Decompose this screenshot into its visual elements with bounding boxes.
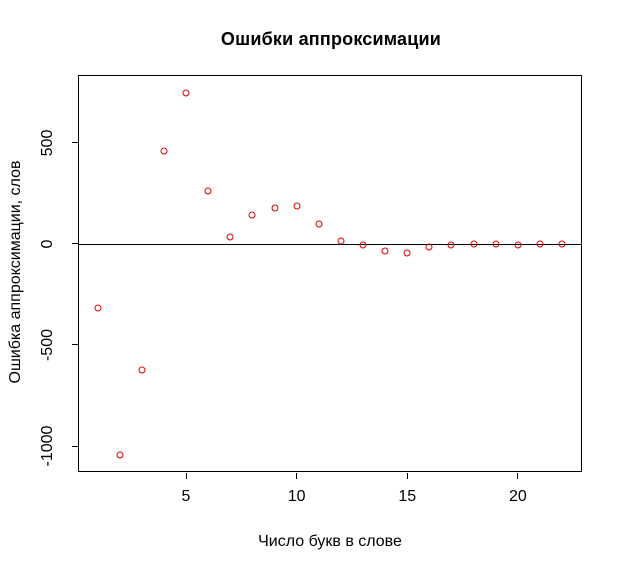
data-point	[248, 211, 256, 219]
data-point	[514, 241, 522, 249]
data-point	[204, 187, 212, 195]
x-tick	[517, 472, 519, 479]
y-tick-label: 0	[39, 239, 56, 249]
data-point	[138, 366, 146, 374]
x-tick-label: 15	[398, 488, 417, 505]
x-axis-label: Число букв в слове	[258, 533, 402, 550]
data-point	[447, 241, 455, 249]
data-point	[359, 241, 367, 249]
data-point	[337, 237, 345, 245]
x-tick-label: 10	[287, 488, 306, 505]
data-point	[470, 240, 478, 248]
data-point	[94, 304, 102, 312]
y-tick	[72, 142, 78, 144]
x-tick	[185, 472, 187, 479]
y-tick-label: 500	[39, 129, 56, 157]
data-point	[293, 202, 301, 210]
y-tick	[72, 445, 78, 447]
data-point	[403, 249, 411, 257]
x-tick-label: 20	[508, 488, 527, 505]
x-tick	[296, 472, 298, 479]
data-point	[182, 89, 190, 97]
y-axis-label: Ошибка аппроксимации, слов	[7, 160, 24, 384]
x-tick-label: 5	[181, 488, 191, 505]
data-point	[558, 240, 566, 248]
plot-area	[78, 75, 582, 472]
y-tick-label: -1000	[39, 425, 56, 467]
y-tick	[72, 243, 78, 245]
data-point	[271, 204, 278, 212]
data-point	[116, 451, 124, 459]
data-point	[381, 247, 389, 255]
chart-title: Ошибки аппроксимации	[220, 29, 442, 49]
data-point	[226, 233, 234, 241]
data-point	[315, 220, 323, 228]
data-point	[492, 240, 500, 248]
y-tick-label: -500	[39, 328, 56, 361]
zero-reference-line	[78, 243, 582, 245]
data-point	[160, 147, 168, 155]
data-point	[536, 240, 544, 248]
x-tick	[406, 472, 408, 479]
data-point	[425, 243, 433, 251]
y-tick	[72, 344, 78, 346]
